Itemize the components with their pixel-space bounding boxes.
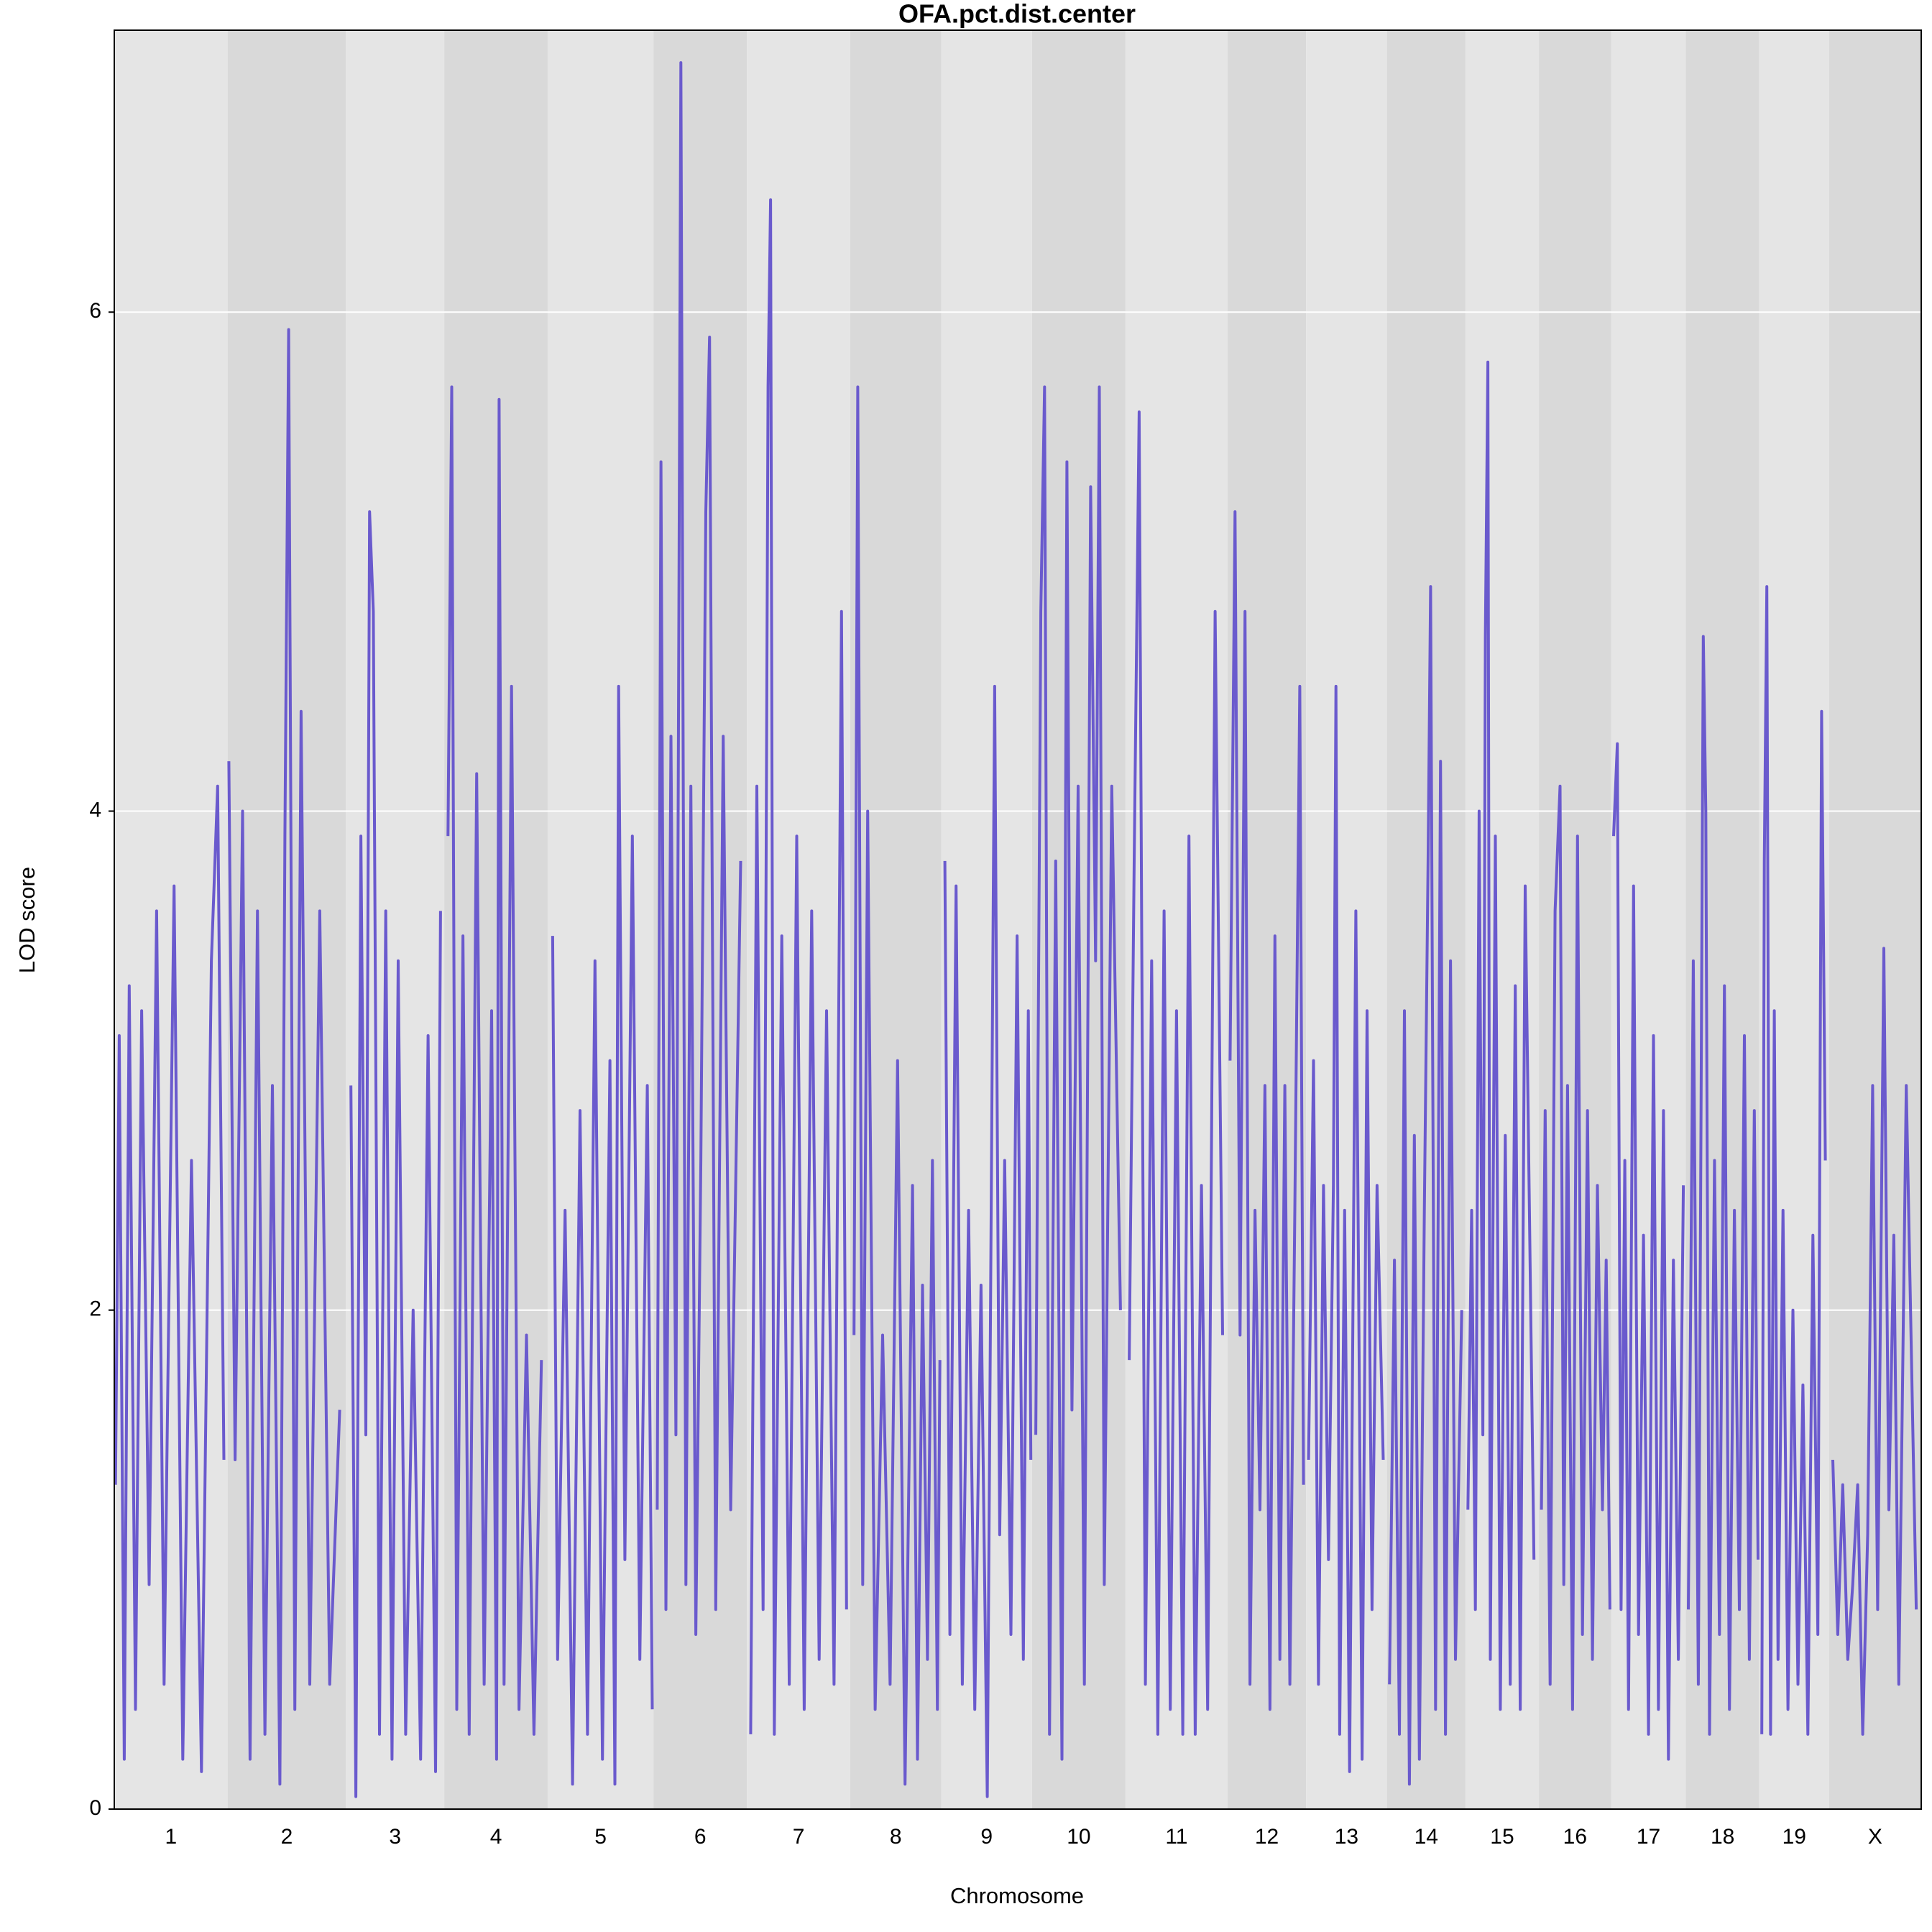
lod-line xyxy=(1388,585,1463,1786)
lod-line xyxy=(656,61,742,1636)
lod-line xyxy=(446,385,543,1761)
x-tick-label: 13 xyxy=(1335,1825,1358,1849)
x-tick-label: 17 xyxy=(1637,1825,1660,1849)
x-tick-label: 9 xyxy=(980,1825,993,1849)
x-tick-label: 8 xyxy=(890,1825,902,1849)
chromosome-band xyxy=(1227,30,1307,1809)
y-tick-label: 6 xyxy=(89,299,101,323)
x-tick-label: 2 xyxy=(281,1825,293,1849)
lod-line xyxy=(114,784,226,1773)
lod-line xyxy=(852,385,942,1786)
lod-line xyxy=(1307,684,1385,1773)
x-tick-label: 10 xyxy=(1067,1825,1090,1849)
x-tick-label: X xyxy=(1868,1825,1882,1849)
lod-line xyxy=(1687,635,1760,1736)
chart-title: OFA.pct.dist.center xyxy=(898,0,1136,29)
lod-line xyxy=(1466,360,1536,1711)
x-tick-label: 15 xyxy=(1490,1825,1514,1849)
lod-line xyxy=(1540,784,1611,1711)
x-axis-label: Chromosome xyxy=(950,1883,1084,1908)
x-tick-label: 4 xyxy=(490,1825,502,1849)
x-tick-label: 7 xyxy=(793,1825,805,1849)
lod-line xyxy=(1228,510,1305,1711)
chromosome-band xyxy=(1828,30,1921,1809)
y-axis-label: LOD score xyxy=(14,867,40,973)
x-tick-label: 11 xyxy=(1165,1825,1187,1849)
lod-line xyxy=(749,198,848,1736)
x-tick-label: 6 xyxy=(694,1825,707,1849)
x-tick-label: 12 xyxy=(1255,1825,1279,1849)
x-tick-label: 18 xyxy=(1711,1825,1734,1849)
x-tick-label: 14 xyxy=(1414,1825,1438,1849)
lod-line xyxy=(1612,742,1685,1761)
y-tick-label: 2 xyxy=(89,1297,101,1321)
lod-line xyxy=(551,684,654,1786)
x-tick-label: 19 xyxy=(1782,1825,1806,1849)
chromosome-band xyxy=(1611,30,1686,1809)
x-tick-label: 1 xyxy=(165,1825,177,1849)
lod-line xyxy=(1128,410,1224,1736)
lod-line xyxy=(349,510,442,1798)
x-tick-label: 3 xyxy=(389,1825,401,1849)
lod-line xyxy=(1034,385,1122,1761)
x-tick-label: 5 xyxy=(594,1825,607,1849)
x-tick-label: 16 xyxy=(1563,1825,1587,1849)
lod-line xyxy=(227,328,341,1786)
lod-line xyxy=(1760,585,1827,1736)
plot-frame xyxy=(114,29,1922,1810)
lod-line xyxy=(943,684,1033,1798)
y-tick-label: 4 xyxy=(89,798,101,822)
y-tick-label: 0 xyxy=(89,1796,101,1820)
lod-line xyxy=(1831,947,1918,1736)
chromosome-band xyxy=(114,30,228,1809)
